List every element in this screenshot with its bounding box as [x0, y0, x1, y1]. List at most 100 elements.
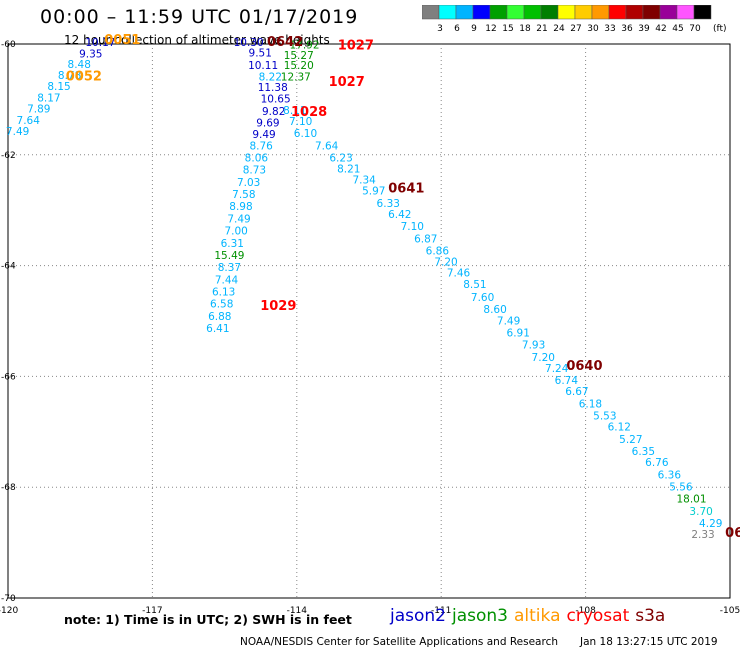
wave-height-label: 7.24	[545, 363, 569, 375]
longitude-tick-label: -105	[720, 606, 740, 616]
wave-height-label: 6.91	[507, 328, 530, 340]
longitude-tick-label: -114	[287, 606, 308, 616]
footer-note: note: 1) Time is in UTC; 2) SWH is in fe…	[64, 612, 352, 627]
wave-height-label: 8.51	[463, 279, 486, 291]
wave-height-label: 8.78	[58, 70, 81, 82]
wave-height-label: 11.38	[258, 82, 288, 94]
wave-height-label: 17.92	[289, 39, 319, 51]
wave-height-label: 5.53	[593, 411, 616, 423]
wave-height-label: 9.51	[249, 48, 272, 60]
wave-height-label: 7.49	[497, 315, 520, 327]
credit-text: NOAA/NESDIS Center for Satellite Applica…	[240, 636, 558, 648]
wave-height-label: 7.03	[237, 177, 260, 189]
longitude-tick-label: -108	[575, 606, 596, 616]
wave-height-label: 7.00	[224, 226, 247, 238]
wave-height-label: 7.49	[227, 213, 250, 225]
wave-height-label: 9.69	[256, 118, 279, 130]
wave-height-label: 6.13	[212, 287, 235, 299]
colorbar-label: 36	[621, 24, 633, 34]
longitude-tick-label: -120	[0, 606, 18, 616]
wave-height-label: 8.15	[47, 81, 70, 93]
wave-height-label: 15.49	[214, 250, 244, 262]
wave-height-label: 5.97	[362, 186, 385, 198]
colorbar-swatch	[693, 5, 712, 20]
track-west: 10.179.358.488.788.158.177.897.647.49	[6, 37, 116, 138]
wave-height-label: 7.93	[522, 340, 545, 352]
page-title: 00:00 – 11:59 UTC 01/17/2019	[40, 6, 359, 28]
colorbar-units: (ft)	[713, 24, 727, 34]
wave-height-label: 8.73	[243, 165, 266, 177]
wave-height-label: 9.49	[252, 129, 275, 141]
wave-height-label: 6.31	[221, 238, 244, 250]
wave-height-label: 7.60	[471, 292, 494, 304]
wave-height-label: 7.58	[232, 189, 255, 201]
track-central-south: 8.768.068.737.037.588.987.497.006.3115.4…	[206, 140, 273, 335]
wave-height-label: 6.86	[426, 246, 450, 258]
wave-height-label: 6.67	[565, 386, 588, 398]
colorbar-label: 30	[587, 24, 599, 34]
wave-height-label: 8.48	[68, 59, 91, 71]
wave-height-label: 10.11	[248, 60, 278, 72]
wave-height-label: 6.87	[414, 233, 437, 245]
track-southeast: 7.646.238.217.345.976.336.427.106.876.86…	[315, 140, 722, 541]
longitude-tick-label: -117	[142, 606, 162, 616]
wave-height-label: 10.30	[234, 37, 264, 49]
colorbar-label: 42	[655, 24, 666, 34]
satellite-legend: jason2 jason3 altika cryosat s3a	[390, 606, 671, 626]
colorbar-label: 70	[689, 24, 701, 34]
colorbar-label: 18	[519, 24, 531, 34]
colorbar-label: 24	[553, 24, 565, 34]
pass-time-label: 0641	[388, 181, 424, 196]
wave-height-label: 7.10	[401, 221, 424, 233]
wave-height-label: 7.49	[6, 126, 29, 138]
wave-height-label: 7.64	[315, 140, 339, 152]
wave-height-label: 12.37	[281, 72, 311, 84]
latitude-tick-label: -66	[1, 372, 16, 382]
latitude-tick-label: -64	[1, 262, 16, 272]
wave-height-label: 18.01	[676, 494, 706, 506]
wave-height-label: 6.58	[210, 299, 233, 311]
wave-height-label: 6.10	[294, 128, 317, 140]
wave-height-label: 10.65	[261, 94, 291, 106]
wave-height-label: 7.20	[532, 352, 555, 364]
wave-height-label: 15.20	[284, 60, 314, 72]
wave-height-label: 7.44	[215, 274, 239, 286]
wave-height-label: 7.10	[289, 116, 312, 128]
latitude-tick-label: -68	[1, 483, 16, 493]
colorbar-label: 9	[471, 24, 477, 34]
colorbar: 3 6 9 12 15 18 21 24 27 30 33 36 39 42 45 70 (ft)	[422, 5, 727, 34]
wave-height-label: 10.17	[85, 37, 115, 49]
wave-height-label: 8.17	[37, 93, 60, 105]
wave-height-label: 8.06	[245, 152, 269, 164]
legend-jason2: jason2	[390, 606, 446, 626]
wave-height-label: 6.76	[645, 457, 669, 469]
legend-altika: altika	[514, 606, 561, 626]
wave-height-label: 3.70	[689, 506, 712, 518]
wave-height-label: 7.89	[27, 104, 50, 116]
wave-height-label: 8.21	[337, 164, 360, 176]
colorbar-label: 33	[604, 24, 615, 34]
wave-height-label: 6.18	[579, 398, 602, 410]
wave-height-label: 9.35	[79, 48, 102, 60]
wave-height-label: 7.34	[352, 175, 376, 187]
longitude-tick-label: -111	[431, 606, 451, 616]
wave-height-label: 6.35	[632, 446, 655, 458]
wave-height-label: 8.60	[483, 304, 506, 316]
wave-height-label: 6.23	[329, 152, 352, 164]
colorbar-label: 45	[672, 24, 683, 34]
colorbar-label: 3	[437, 24, 443, 34]
pass-time-label: 0051	[104, 33, 140, 48]
pass-time-label: 0052	[66, 70, 102, 85]
colorbar-label: 27	[570, 24, 581, 34]
latitude-tick-label: -60	[1, 40, 16, 50]
colorbar-label: 39	[638, 24, 650, 34]
pass-time-label: 1028	[291, 105, 327, 120]
wave-height-label: 8.76	[249, 140, 273, 152]
wave-height-label: 5.27	[619, 434, 642, 446]
legend-s3a: s3a	[635, 606, 666, 626]
wave-height-label: 6.88	[208, 311, 231, 323]
wave-height-label: 6.41	[206, 323, 229, 335]
colorbar-label: 6	[454, 24, 460, 34]
latitude-tick-label: -62	[1, 151, 16, 161]
